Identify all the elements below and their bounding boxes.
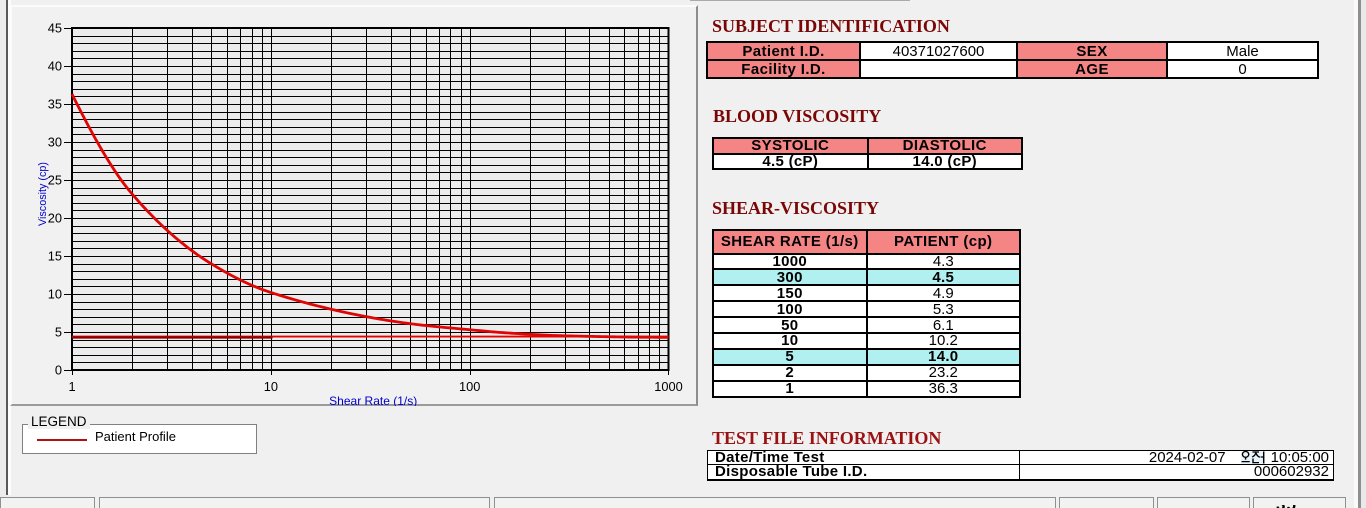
svg-text:45: 45 xyxy=(48,21,62,36)
svg-text:1000: 1000 xyxy=(654,379,682,394)
svg-text:0: 0 xyxy=(55,363,62,378)
svg-text:20: 20 xyxy=(48,211,62,226)
svg-text:10: 10 xyxy=(48,287,62,302)
svg-text:30: 30 xyxy=(48,135,62,150)
svg-text:1: 1 xyxy=(68,379,75,394)
svg-text:15: 15 xyxy=(48,249,62,264)
svg-text:Shear Rate (1/s): Shear Rate (1/s) xyxy=(329,394,417,406)
svg-text:10: 10 xyxy=(264,379,278,394)
svg-text:25: 25 xyxy=(48,173,62,188)
svg-text:5: 5 xyxy=(55,325,62,340)
svg-text:100: 100 xyxy=(459,379,480,394)
svg-text:35: 35 xyxy=(48,97,62,112)
svg-text:40: 40 xyxy=(48,59,62,74)
svg-text:Viscosity (cp): Viscosity (cp) xyxy=(37,162,49,226)
